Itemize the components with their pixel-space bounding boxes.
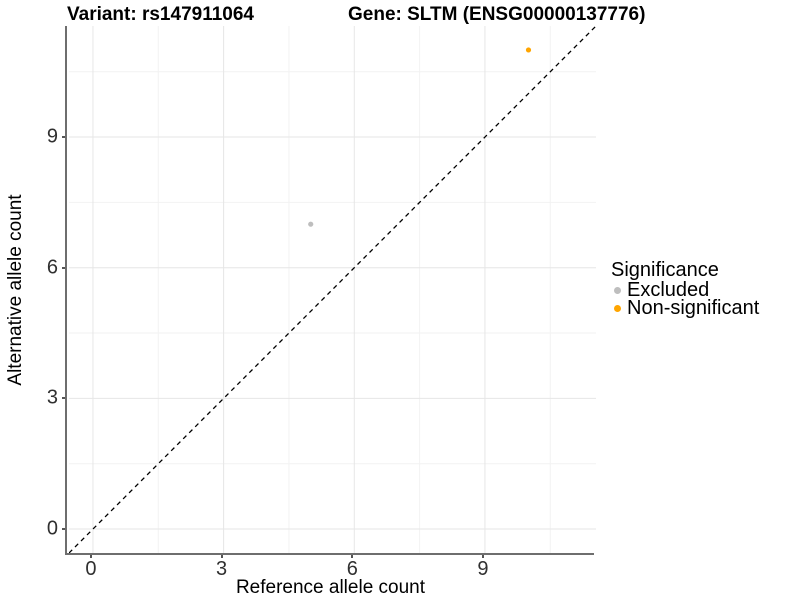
data-point-excluded	[308, 221, 314, 227]
legend-item-label: Excluded	[627, 279, 710, 301]
x-tick-mark	[481, 555, 484, 558]
gene-title: Gene: SLTM (ENSG00000137776)	[348, 4, 646, 25]
legend-items: Excluded Non-significant	[611, 279, 796, 319]
y-tick-mark	[62, 136, 65, 139]
y-tick-label: 6	[46, 256, 58, 279]
plot-panel	[65, 26, 596, 555]
identity-line	[69, 26, 596, 553]
legend-swatch-icon	[614, 304, 621, 312]
legend-item: Non-significant	[611, 297, 796, 319]
legend-item-label: Non-significant	[627, 297, 760, 319]
x-tick-mark	[89, 555, 92, 558]
y-tick-label: 9	[46, 125, 58, 148]
variant-title: Variant: rs147911064	[67, 4, 254, 25]
x-axis-title: Reference allele count	[235, 577, 426, 598]
y-tick-mark	[62, 528, 65, 531]
x-tick-mark	[351, 555, 354, 558]
y-axis-title: Alternative allele count	[5, 194, 26, 386]
x-tick-label: 0	[85, 558, 97, 580]
x-tick-label: 9	[477, 558, 489, 580]
y-tick-label: 3	[46, 386, 58, 409]
chart-canvas	[69, 26, 596, 553]
legend-item: Excluded	[611, 279, 796, 301]
data-point-non-significant	[525, 47, 532, 53]
x-tick-mark	[220, 555, 223, 558]
legend-title: Significance	[611, 259, 719, 281]
x-tick-label: 3	[216, 558, 228, 580]
x-tick-label: 6	[346, 558, 358, 580]
legend-swatch-icon	[614, 286, 621, 294]
y-tick-mark	[62, 266, 65, 269]
legend: Significance Excluded Non-significant	[611, 259, 796, 319]
y-tick-label: 0	[46, 517, 58, 540]
y-tick-mark	[62, 397, 65, 400]
